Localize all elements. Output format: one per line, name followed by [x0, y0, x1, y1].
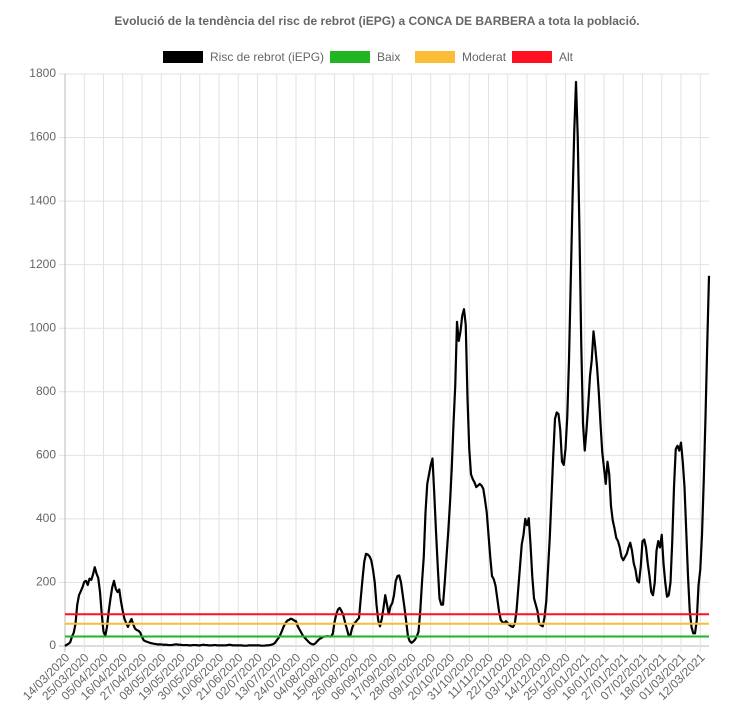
- y-tick-label: 1200: [29, 257, 56, 271]
- legend-label: Risc de rebrot (iEPG): [210, 50, 324, 64]
- legend-swatch: [163, 51, 203, 63]
- y-tick-label: 800: [36, 384, 56, 398]
- y-tick-label: 1400: [29, 193, 56, 207]
- y-tick-label: 600: [36, 448, 56, 462]
- legend-swatch: [415, 51, 455, 63]
- y-tick-label: 1600: [29, 130, 56, 144]
- data-line: [64, 80, 711, 647]
- y-tick-label: 200: [36, 575, 56, 589]
- legend-label: Moderat: [462, 50, 507, 64]
- legend-label: Alt: [559, 50, 574, 64]
- y-tick-label: 1000: [29, 320, 56, 334]
- legend-swatch: [330, 51, 370, 63]
- y-tick-label: 400: [36, 511, 56, 525]
- chart-title: Evolució de la tendència del risc de reb…: [114, 14, 639, 28]
- legend-label: Baix: [377, 50, 400, 64]
- y-tick-label: 0: [49, 638, 56, 652]
- legend-swatch: [512, 51, 552, 63]
- y-tick-label: 1800: [29, 66, 56, 80]
